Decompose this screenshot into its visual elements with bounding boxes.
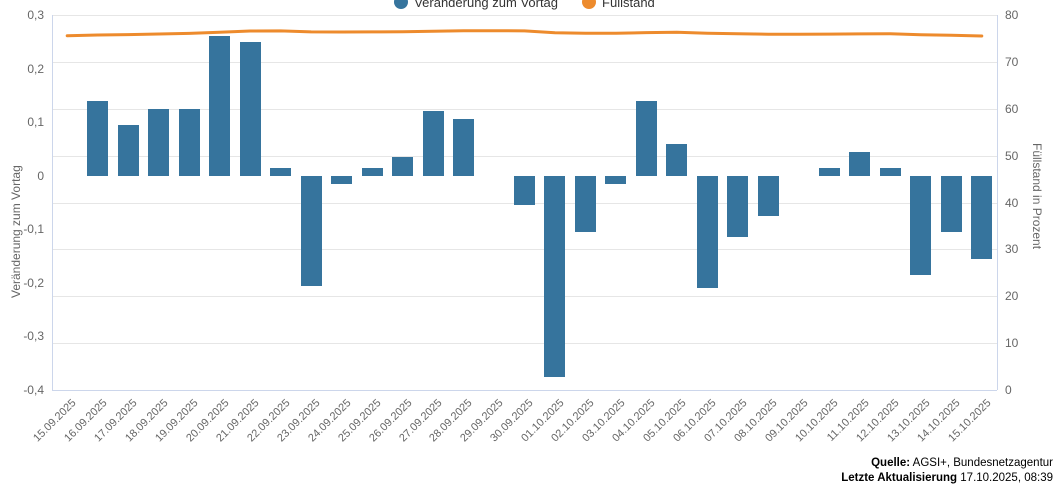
bar-14.10.2025[interactable] [940,175,962,232]
right-axis-tick-label: 30 [1005,242,1019,257]
gridline [52,15,997,16]
bar-15.10.2025[interactable] [971,175,993,259]
left-axis-tick-label: 0,2 [27,61,44,76]
bar-08.10.2025[interactable] [757,175,779,216]
updated-line: Letzte Aktualisierung 17.10.2025, 08:39 [841,471,1053,486]
right-axis-tick-label: 10 [1005,336,1019,351]
bar-24.09.2025[interactable] [331,175,353,184]
source-text: AGSI+, Bundesnetzagentur [910,457,1053,469]
bar-06.10.2025[interactable] [696,175,718,289]
left-axis-tick-label: -0,4 [23,383,44,397]
bar-01.10.2025[interactable] [544,175,566,377]
chart-legend: Veränderung zum Vortag Füllstand [52,0,997,13]
bar-12.10.2025[interactable] [879,167,901,176]
left-axis-tick-label: -0,3 [23,329,44,344]
bar-26.09.2025[interactable] [392,156,414,176]
left-axis-title: Veränderung zum Vortag [9,165,23,298]
left-axis-tick-label: 0,1 [27,115,44,130]
bar-03.10.2025[interactable] [605,175,627,184]
bar-07.10.2025[interactable] [727,175,749,238]
right-axis-tick-label: 50 [1005,148,1019,163]
bar-02.10.2025[interactable] [574,175,596,232]
bar-21.09.2025[interactable] [239,41,261,176]
bar-25.09.2025[interactable] [361,167,383,176]
legend-marker-icon [582,0,597,9]
updated-label: Letzte Aktualisierung [841,472,958,484]
gridline [52,296,997,298]
right-axis-tick-label: 70 [1005,54,1019,69]
left-axis-line [52,15,53,390]
gridline [52,249,997,251]
right-axis-tick-label: 80 [1005,8,1019,22]
right-axis-title: Füllstand in Prozent [1030,143,1044,250]
bar-28.09.2025[interactable] [453,119,475,176]
bar-30.09.2025[interactable] [514,175,535,206]
bar-10.10.2025[interactable] [818,167,840,176]
right-axis-line [997,15,998,390]
legend-item-0[interactable]: Veränderung zum Vortag [394,0,558,10]
source-line: Quelle: AGSI+, Bundesnetzagentur [841,456,1053,471]
gridline [52,61,997,63]
bar-23.09.2025[interactable] [300,175,322,286]
gridline [52,108,997,110]
legend-label: Füllstand [602,0,655,10]
left-axis-tick-label: -0,1 [23,222,44,237]
bar-13.10.2025[interactable] [910,175,932,275]
gridline [52,343,997,345]
updated-text: 17.10.2025, 08:39 [957,472,1053,484]
legend-marker-icon [394,0,409,9]
bar-27.09.2025[interactable] [422,111,444,176]
bar-05.10.2025[interactable] [666,143,688,176]
left-axis-tick-label: 0,3 [27,8,44,22]
fuellstand-line[interactable] [65,29,984,38]
right-axis-tick-label: 20 [1005,289,1019,304]
bar-22.09.2025[interactable] [270,167,292,176]
bar-17.09.2025[interactable] [117,124,139,176]
legend-item-1[interactable]: Füllstand [582,0,655,10]
source-label: Quelle: [871,457,911,469]
bar-04.10.2025[interactable] [635,100,657,176]
bar-11.10.2025[interactable] [849,151,871,176]
gridline [52,155,997,157]
right-axis-tick-label: 60 [1005,101,1019,116]
right-axis-tick-label: 40 [1005,195,1019,210]
left-axis-tick-label: 0 [37,168,44,183]
right-axis-tick-label: 0 [1005,383,1012,397]
bar-16.09.2025[interactable] [87,100,109,176]
bar-19.09.2025[interactable] [178,108,200,176]
left-axis-tick-label: -0,2 [23,275,44,290]
gridline [52,390,997,391]
chart-footer: Quelle: AGSI+, Bundesnetzagentur Letzte … [841,456,1053,486]
legend-label: Veränderung zum Vortag [414,0,559,10]
bar-20.09.2025[interactable] [209,36,231,176]
bar-18.09.2025[interactable] [148,108,170,176]
